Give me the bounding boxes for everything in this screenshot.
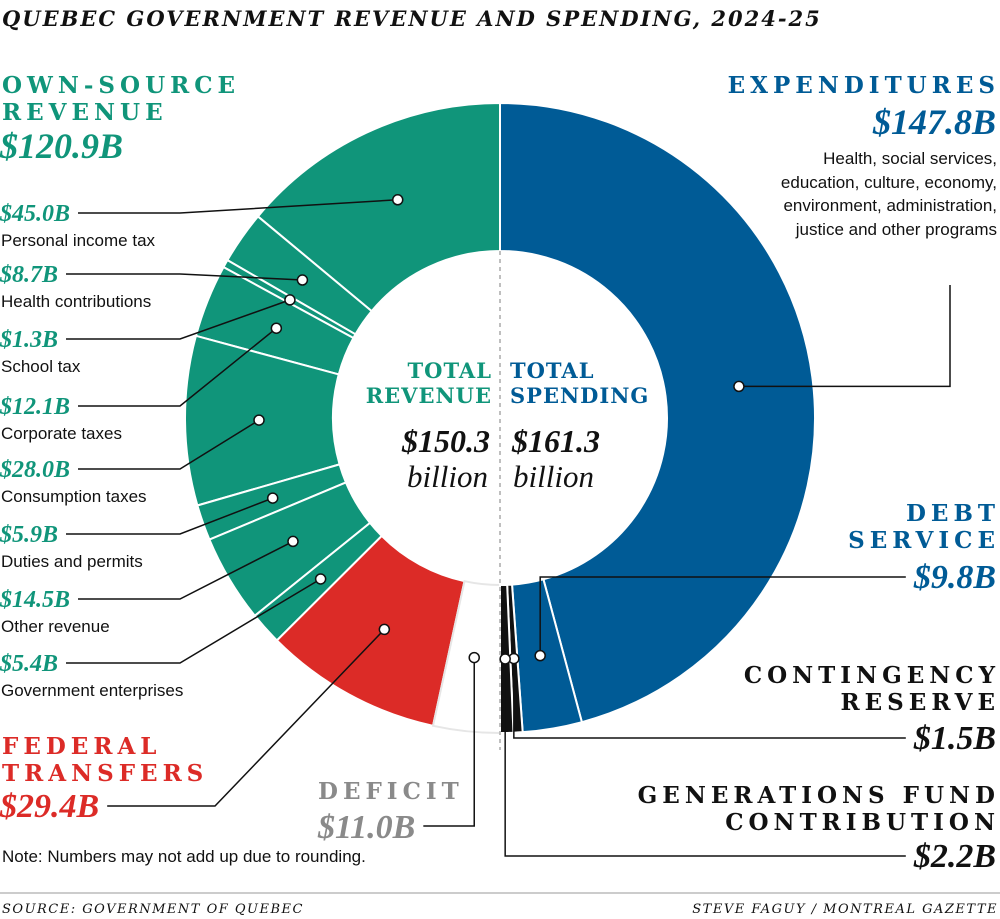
value-label: $120.9B — [0, 126, 123, 166]
category-label: Health contributions — [1, 292, 151, 311]
leader-line — [78, 327, 277, 407]
source: SOURCE: GOVERNMENT OF QUEBEC — [2, 902, 304, 917]
leader-dot — [314, 573, 327, 585]
leader-dot — [284, 294, 296, 306]
segment-heading: DEBT SERVICE — [848, 500, 1000, 554]
segment — [499, 101, 816, 724]
value-label: $14.5B — [0, 587, 70, 613]
leader-dot — [534, 649, 546, 662]
total-title: TOTAL SPENDING — [510, 358, 650, 408]
leader-dot — [733, 380, 745, 393]
leader-line — [539, 576, 906, 656]
unit: billion — [513, 459, 594, 494]
credit: STEVE FAGUY / MONTREAL GAZETTE — [692, 902, 998, 917]
value-label: $5.9B — [0, 522, 58, 548]
segment — [256, 101, 501, 313]
category-label: Consumption taxes — [1, 487, 147, 506]
leader-line — [66, 578, 322, 664]
value-label: $161.3 — [511, 423, 600, 459]
leader-line — [66, 299, 291, 340]
value-label: $5.4B — [0, 651, 58, 677]
leader-dot — [391, 194, 404, 206]
category-label: Other revenue — [1, 617, 110, 636]
unit: billion — [407, 459, 488, 494]
group-heading: OWN-SOURCE REVENUE — [2, 72, 241, 126]
segment-heading: GENERATIONS FUND CONTRIBUTION — [637, 782, 1000, 836]
value-label: $12.1B — [0, 394, 70, 420]
leader-dot — [287, 535, 299, 548]
value-label: $11.0B — [317, 809, 415, 846]
category-label: Personal income tax — [1, 231, 156, 250]
leader-dot — [468, 651, 480, 664]
leader-dot — [296, 274, 309, 286]
segment-heading: FEDERAL TRANSFERS — [2, 733, 209, 787]
category-label: Government enterprises — [1, 681, 183, 700]
chart-title: QUEBEC GOVERNMENT REVENUE AND SPENDING, … — [2, 6, 822, 31]
leader-dot — [266, 492, 279, 504]
value-label: $1.5B — [913, 720, 996, 757]
leader-dot — [270, 322, 283, 334]
leader-dot — [378, 623, 391, 636]
segment-heading: CONTINGENCY RESERVE — [743, 662, 1000, 716]
total-title: TOTAL REVENUE — [365, 358, 492, 408]
leader-line — [78, 199, 398, 214]
leader-line — [504, 658, 906, 857]
value-label: $28.0B — [0, 457, 70, 483]
leader-line — [66, 497, 273, 535]
value-label: $150.3 — [401, 423, 490, 459]
value-label: $147.8B — [872, 102, 996, 142]
note: Note: Numbers may not add up due to roun… — [2, 847, 366, 866]
category-label: Duties and permits — [1, 552, 143, 571]
leader-line — [66, 273, 303, 281]
value-label: $1.3B — [0, 327, 58, 353]
leader-dot — [499, 653, 511, 665]
value-label: $2.2B — [913, 838, 996, 875]
leader-line — [107, 628, 385, 807]
expenditures-note: Health, social services, education, cult… — [780, 149, 997, 239]
value-label: $8.7B — [0, 262, 58, 288]
leader-line — [513, 658, 906, 739]
leader-line — [78, 540, 294, 600]
leader-dot — [253, 414, 265, 426]
category-label: School tax — [1, 357, 81, 376]
value-label: $29.4B — [0, 788, 99, 825]
value-label: $9.8B — [913, 559, 996, 596]
segment-heading: EXPENDITURES — [727, 72, 1000, 99]
leader-line — [78, 419, 260, 470]
leader-line — [423, 657, 475, 827]
leader-line — [738, 285, 951, 388]
category-label: Corporate taxes — [1, 424, 122, 443]
segment-heading: DEFICIT — [318, 778, 464, 805]
value-label: $45.0B — [0, 201, 70, 227]
